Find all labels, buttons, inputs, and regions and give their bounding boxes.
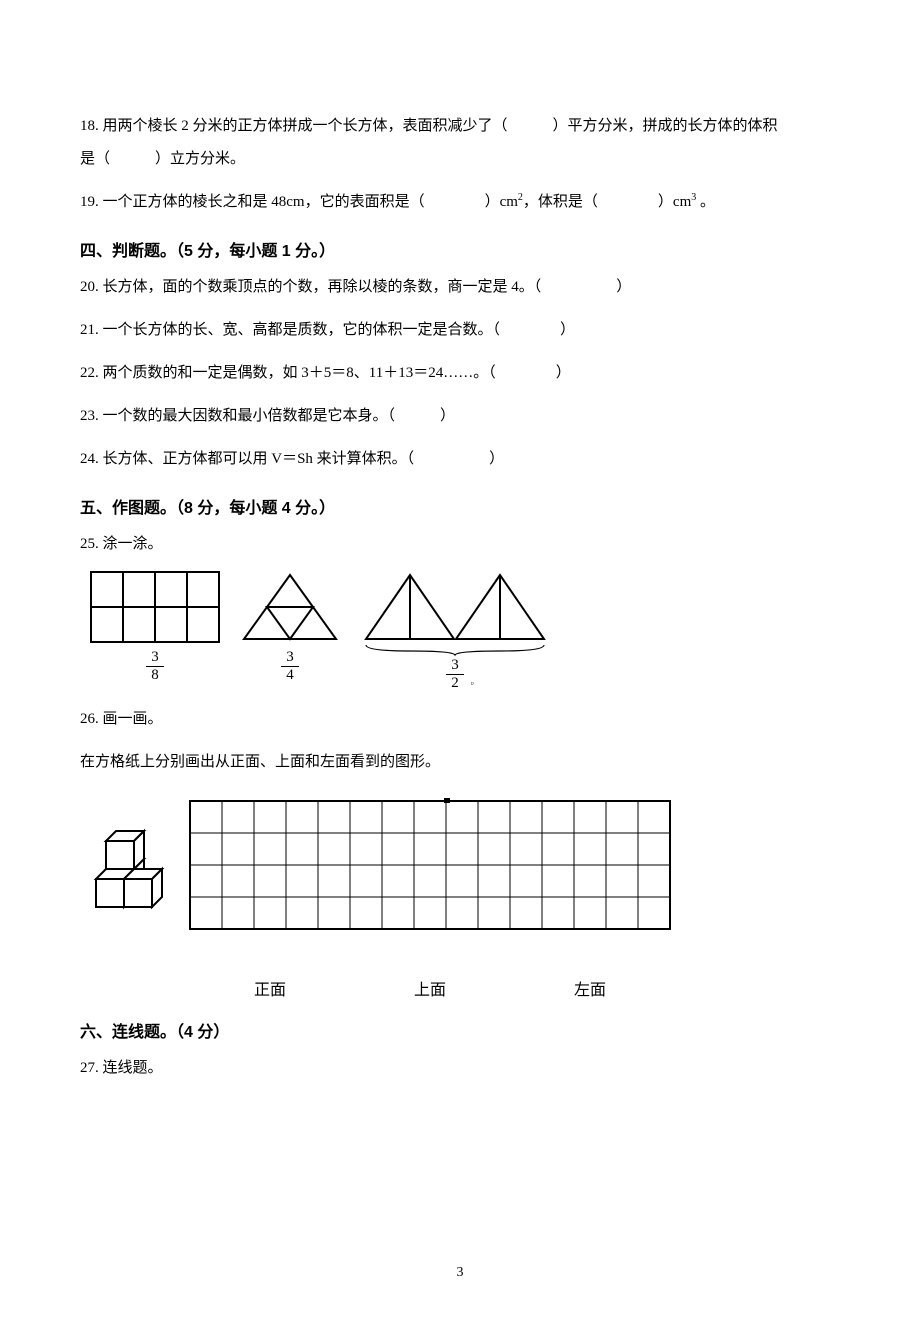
q22-text: 两个质数的和一定是偶数，如 3＋5＝8、11＋13＝24……。（ ） — [99, 365, 571, 381]
q21-text: 一个长方体的长、宽、高都是质数，它的体积一定是合数。（ ） — [99, 322, 575, 338]
q27-num: 27. — [80, 1060, 99, 1076]
q25-fig3-fraction: 3 2 ▫ — [446, 657, 464, 691]
q23-text: 一个数的最大因数和最小倍数都是它本身。（ ） — [99, 408, 455, 424]
q25-fig3-num: 3 — [446, 657, 464, 675]
two-triangles-icon — [360, 571, 550, 657]
q25-fig2-num: 3 — [281, 649, 299, 667]
q25-fig2: 3 4 — [240, 571, 340, 683]
q25-fig3-den: 2 — [451, 675, 459, 691]
q20-num: 20. — [80, 279, 99, 295]
question-24: 24. 长方体、正方体都可以用 V＝Sh 来计算体积。（ ） — [80, 443, 840, 476]
q25-fig1-fraction: 3 8 — [146, 649, 164, 683]
triangle-4parts-icon — [240, 571, 340, 643]
question-25: 25. 涂一涂。 — [80, 528, 840, 561]
q24-text: 长方体、正方体都可以用 V＝Sh 来计算体积。（ ） — [99, 451, 504, 467]
q19-unit1-base: cm — [500, 194, 518, 210]
q26-num: 26. — [80, 711, 99, 727]
q25-fig3-den-wrap: 2 ▫ — [446, 675, 464, 692]
q20-text: 长方体，面的个数乘顶点的个数，再除以棱的条数，商一定是 4。（ ） — [99, 279, 632, 295]
q26-figure: 正面 上面 左面 — [80, 791, 840, 1000]
q18-text-b: 是（ ）立方分米。 — [80, 151, 245, 167]
section-4-header: 四、判断题。（5 分，每小题 1 分。） — [80, 237, 840, 261]
question-18: 18. 用两个棱长 2 分米的正方体拼成一个长方体，表面积减少了（ ）平方分米，… — [80, 110, 840, 176]
question-22: 22. 两个质数的和一定是偶数，如 3＋5＝8、11＋13＝24……。（ ） — [80, 357, 840, 390]
q25-fig3: 3 2 ▫ — [360, 571, 550, 691]
q19-num: 19. — [80, 194, 99, 210]
q19-text-a: 一个正方体的棱长之和是 48cm，它的表面积是（ ） — [99, 194, 500, 210]
q26-text: 画一画。 — [99, 711, 163, 727]
q19-tail: 。 — [696, 194, 715, 210]
section-5-header: 五、作图题。（8 分，每小题 4 分。） — [80, 494, 840, 518]
grid-label-front: 正面 — [190, 976, 350, 1000]
q25-fig1-den: 8 — [146, 667, 164, 684]
grid-label-top: 上面 — [350, 976, 510, 1000]
q22-num: 22. — [80, 365, 99, 381]
q23-num: 23. — [80, 408, 99, 424]
q27-text: 连线题。 — [99, 1060, 163, 1076]
q25-fig1-num: 3 — [146, 649, 164, 667]
question-21: 21. 一个长方体的长、宽、高都是质数，它的体积一定是合数。（ ） — [80, 314, 840, 347]
q18-text-a: 用两个棱长 2 分米的正方体拼成一个长方体，表面积减少了（ ）平方分米，拼成的长… — [99, 118, 778, 134]
section-6-header: 六、连线题。（4 分） — [80, 1018, 840, 1042]
grid-label-left: 左面 — [510, 976, 670, 1000]
q25-text: 涂一涂。 — [99, 536, 163, 552]
q25-num: 25. — [80, 536, 99, 552]
q18-num: 18. — [80, 118, 99, 134]
question-20: 20. 长方体，面的个数乘顶点的个数，再除以棱的条数，商一定是 4。（ ） — [80, 271, 840, 304]
question-27: 27. 连线题。 — [80, 1052, 840, 1085]
q19-unit2-base: cm — [673, 194, 691, 210]
page-number: 3 — [80, 1265, 840, 1281]
q25-figures: 3 8 3 4 — [80, 571, 840, 691]
question-19: 19. 一个正方体的棱长之和是 48cm，它的表面积是（ ）cm2，体积是（ ）… — [80, 186, 840, 219]
q25-fig1: 3 8 — [90, 571, 220, 683]
question-23: 23. 一个数的最大因数和最小倍数都是它本身。（ ） — [80, 400, 840, 433]
grid-4x2-icon — [90, 571, 220, 643]
question-26-desc: 在方格纸上分别画出从正面、上面和左面看到的图形。 — [80, 746, 840, 779]
q25-fig2-fraction: 3 4 — [281, 649, 299, 683]
q24-num: 24. — [80, 451, 99, 467]
q19-mid: ，体积是（ ） — [523, 194, 673, 210]
q25-fig2-den: 4 — [281, 667, 299, 684]
q21-num: 21. — [80, 322, 99, 338]
cubes-and-grid-icon — [80, 791, 680, 971]
small-square-icon: ▫ — [471, 679, 474, 689]
question-26: 26. 画一画。 — [80, 703, 840, 736]
